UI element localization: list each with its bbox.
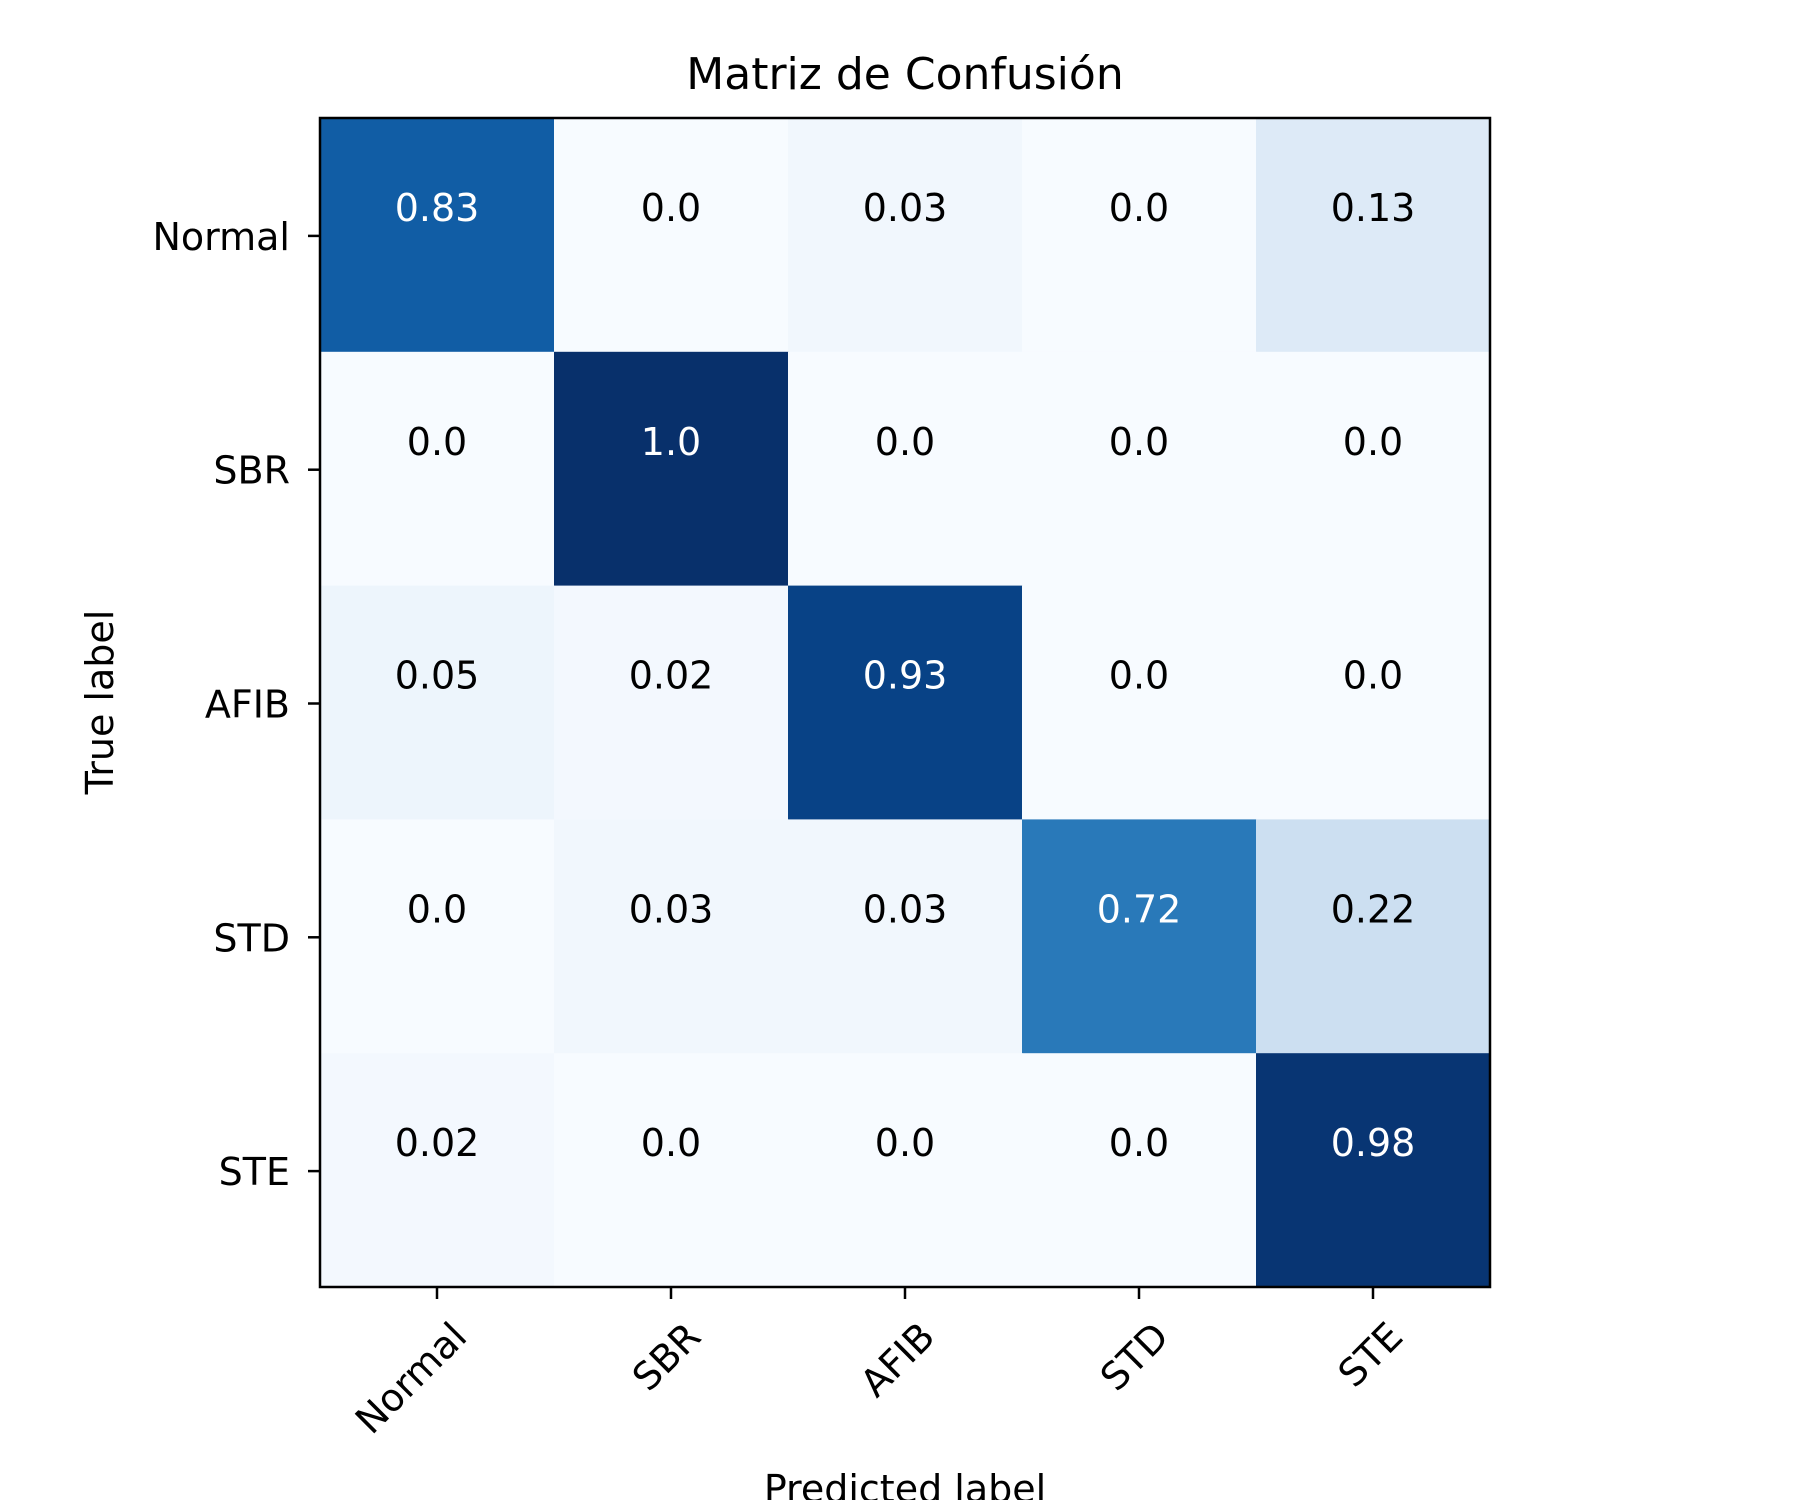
heatmap-cells — [320, 118, 1491, 1288]
y-tick-label: AFIB — [205, 683, 290, 727]
heatmap-cell — [1256, 819, 1491, 1054]
cell-value-label: 0.0 — [641, 186, 701, 230]
cell-value-label: 0.0 — [1109, 1121, 1169, 1165]
cell-value-label: 0.0 — [1343, 420, 1403, 464]
heatmap-cell — [554, 819, 789, 1054]
cell-value-label: 0.05 — [395, 654, 480, 698]
x-tick-label: SBR — [624, 1314, 709, 1399]
heatmap-cell — [320, 351, 555, 587]
x-tick-label: STE — [1330, 1314, 1412, 1396]
cell-value-label: 0.0 — [1109, 186, 1169, 230]
heatmap-cell — [788, 118, 1023, 353]
y-tick-label: STE — [219, 1150, 290, 1194]
cell-value-label: 0.03 — [863, 887, 948, 931]
heatmap-cell — [554, 351, 789, 587]
cell-value-label: 0.98 — [1331, 1121, 1416, 1165]
cell-value-label: 0.13 — [1331, 186, 1416, 230]
cell-value-label: 0.03 — [629, 887, 714, 931]
cell-value-label: 0.0 — [1109, 654, 1169, 698]
y-tick-label: Normal — [153, 215, 291, 259]
x-axis-label: Predicted label — [764, 1467, 1046, 1500]
cell-value-label: 0.02 — [395, 1121, 480, 1165]
heatmap-cell — [554, 1053, 789, 1288]
y-tick-label: SBR — [213, 449, 290, 493]
cell-value-label: 0.83 — [395, 186, 480, 230]
heatmap-cell — [554, 585, 789, 820]
heatmap-cell — [788, 585, 1023, 820]
heatmap-cell — [1022, 1053, 1257, 1288]
x-tick-label: Normal — [347, 1314, 475, 1442]
cell-value-label: 0.02 — [629, 654, 714, 698]
x-tick-label: AFIB — [852, 1314, 943, 1405]
heatmap-cell — [1022, 118, 1257, 353]
heatmap-cell — [320, 819, 555, 1054]
x-tick-label: STD — [1092, 1314, 1177, 1399]
chart-title: Matriz de Confusión — [686, 49, 1123, 100]
heatmap-cell — [1256, 351, 1491, 587]
cell-value-label: 0.93 — [863, 654, 948, 698]
heatmap-cell — [788, 819, 1023, 1054]
cell-value-label: 0.0 — [407, 420, 467, 464]
heatmap-cell — [1256, 118, 1491, 353]
cell-value-labels: 0.83 0.0 0.03 0.0 0.13 0.0 1.0 0.0 0.0 0.0 0.05 0.0… — [395, 186, 1416, 1165]
heatmap-cell — [1256, 1053, 1491, 1288]
heatmap-cell — [320, 585, 555, 820]
heatmap-cell — [788, 1053, 1023, 1288]
cell-value-label: 0.0 — [1109, 420, 1169, 464]
cell-value-label: 0.0 — [1343, 654, 1403, 698]
cell-value-label: 0.22 — [1331, 887, 1416, 931]
cell-value-label: 1.0 — [641, 420, 701, 464]
cell-value-label: 0.0 — [407, 887, 467, 931]
cell-value-label: 0.0 — [641, 1121, 701, 1165]
cell-value-label: 0.72 — [1097, 887, 1182, 931]
y-axis-ticks: Normal SBR AFIB STD STE — [153, 215, 320, 1194]
cell-value-label: 0.03 — [863, 186, 948, 230]
cell-value-label: 0.0 — [875, 1121, 935, 1165]
heatmap-cell — [320, 1053, 555, 1288]
y-tick-label: STD — [213, 916, 290, 960]
heatmap-cell — [1022, 585, 1257, 820]
heatmap-cell — [788, 351, 1023, 587]
cell-value-label: 0.0 — [875, 420, 935, 464]
heatmap-cell — [554, 118, 789, 353]
y-axis-label: True label — [78, 610, 122, 796]
heatmap-cell — [1022, 351, 1257, 587]
heatmap-cell — [320, 118, 555, 353]
x-axis-ticks: Normal SBR AFIB STD STE — [347, 1287, 1411, 1442]
heatmap-cell — [1256, 585, 1491, 820]
heatmap-cell — [1022, 819, 1257, 1054]
